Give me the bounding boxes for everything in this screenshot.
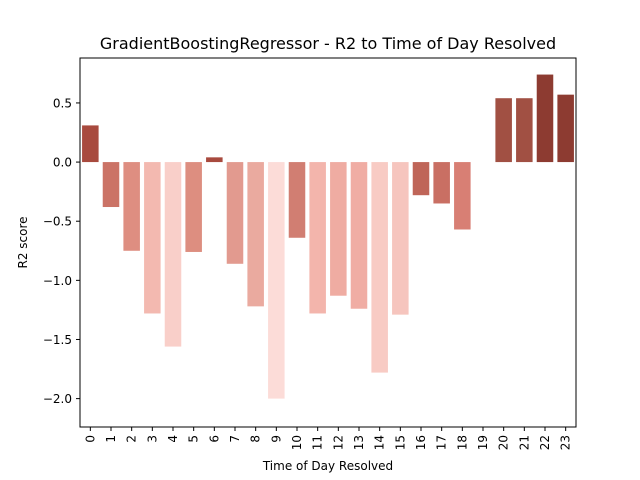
x-tick-label: 16 <box>414 435 428 450</box>
y-tick-label: 0.0 <box>53 156 72 170</box>
bar-14 <box>371 162 388 373</box>
x-tick-label: 22 <box>538 435 552 450</box>
x-axis-label: Time of Day Resolved <box>262 459 393 473</box>
y-axis: 0.5 0.0 −0.5 −1.0 −1.5 −2.0 <box>43 96 80 406</box>
x-tick-label: 19 <box>476 435 490 450</box>
x-tick-label: 8 <box>249 435 263 443</box>
bar-17 <box>433 162 450 204</box>
x-tick-label: 14 <box>373 435 387 450</box>
x-tick-label: 10 <box>290 435 304 450</box>
x-tick-label: 11 <box>311 435 325 450</box>
x-tick-label: 4 <box>166 435 180 443</box>
bar-7 <box>226 162 244 264</box>
bar-18 <box>454 162 471 230</box>
bar-9 <box>268 162 285 399</box>
x-axis: 0 1 2 3 4 5 6 7 8 9 10 11 12 13 14 15 16 17 18 19 20 21 22 23 <box>83 427 573 450</box>
x-tick-label: 13 <box>352 435 366 450</box>
x-tick-label: 5 <box>187 435 201 443</box>
x-tick-label: 21 <box>517 435 531 450</box>
bar-12 <box>330 162 347 296</box>
bar-15 <box>392 162 409 315</box>
bar-5 <box>185 162 202 252</box>
x-tick-label: 23 <box>559 435 573 450</box>
x-tick-label: 20 <box>497 435 511 450</box>
bars-group <box>82 74 574 399</box>
bar-0 <box>82 125 99 163</box>
y-tick-label: −0.5 <box>43 215 72 229</box>
bar-6 <box>206 157 223 163</box>
bar-22 <box>536 74 554 163</box>
bar-11 <box>309 162 326 314</box>
x-tick-label: 7 <box>228 435 242 443</box>
bar-2 <box>123 162 140 251</box>
x-tick-label: 6 <box>207 435 221 443</box>
bar-1 <box>102 162 120 208</box>
x-tick-label: 9 <box>269 435 283 443</box>
x-tick-label: 1 <box>104 435 118 443</box>
x-tick-label: 15 <box>393 435 407 450</box>
chart-title: GradientBoostingRegressor - R2 to Time o… <box>100 34 556 53</box>
x-tick-label: 3 <box>145 435 159 443</box>
y-axis-label: R2 score <box>16 216 30 268</box>
bar-21 <box>516 98 533 163</box>
bar-16 <box>412 162 430 196</box>
y-tick-label: −2.0 <box>43 392 72 406</box>
bar-10 <box>288 162 306 238</box>
y-tick-label: 0.5 <box>53 96 72 110</box>
bar-3 <box>144 162 161 314</box>
x-tick-label: 2 <box>125 435 139 443</box>
bar-20 <box>495 98 512 163</box>
x-tick-label: 18 <box>455 435 469 450</box>
bar-8 <box>247 162 264 307</box>
x-tick-label: 12 <box>331 435 345 450</box>
y-tick-label: −1.5 <box>43 333 72 347</box>
y-tick-label: −1.0 <box>43 274 72 288</box>
x-tick-label: 17 <box>435 435 449 450</box>
bar-4 <box>164 162 182 347</box>
plot-frame <box>79 57 577 428</box>
x-tick-label: 0 <box>83 435 97 443</box>
bar-13 <box>350 162 368 309</box>
bar-23 <box>557 94 574 163</box>
